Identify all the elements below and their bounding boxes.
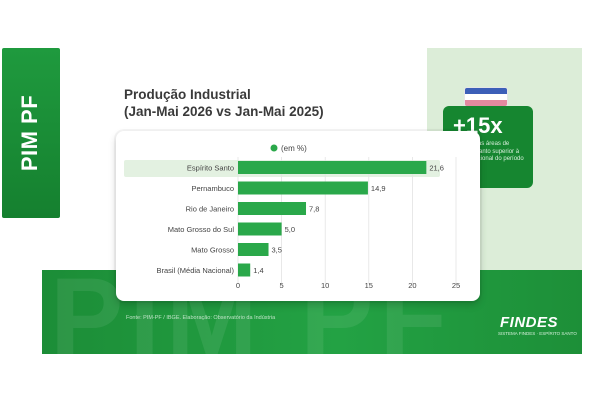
category-label-1: Pernambuco (191, 184, 234, 193)
bar-3 (238, 222, 282, 236)
stat-description: Avanço nas áreas de Espírito Santo super… (453, 141, 524, 162)
tick-label-1: 5 (280, 281, 284, 290)
logo-tagline: SISTEMA FINDES · ESPÍRITO SANTO (498, 331, 577, 336)
category-label-5: Brasil (Média Nacional) (156, 266, 234, 275)
value-label-4: 3,5 (272, 246, 282, 255)
chart-title-line2: (Jan-Mai 2026 vs Jan-Mai 2025) (124, 104, 324, 119)
findes-logo: FINDES (500, 314, 559, 331)
category-label-0: Espírito Santo (187, 164, 234, 173)
bar-2 (238, 202, 307, 215)
bar-0 (238, 161, 427, 174)
side-title: PIM PF (0, 48, 60, 218)
chart-card: (em %) Espírito Santo 21,6 Pernambuco 14,9 Ri… (116, 131, 480, 301)
value-label-5: 1,4 (253, 266, 263, 275)
source-note: Fonte: PIM-PF / IBGE. Elaboração: Observ… (126, 315, 276, 321)
value-label-2: 7,8 (309, 205, 319, 214)
tick-label-0: 0 (236, 281, 240, 290)
bar-4 (238, 243, 269, 256)
tick-label-2: 10 (321, 281, 329, 290)
legend-dot (270, 144, 278, 152)
chart-title-line1: Produção Industrial (124, 87, 251, 102)
tick-label-4: 20 (408, 281, 416, 290)
chart-title: Produção Industrial (Jan-Mai 2026 vs Jan… (124, 86, 324, 120)
bar-chart: (em %) Espírito Santo 21,6 Pernambuco 14,9 Ri… (124, 144, 460, 290)
value-label-1: 14,9 (371, 184, 386, 193)
tick-label-5: 25 (452, 281, 460, 290)
category-label-3: Mato Grosso do Sul (168, 225, 235, 234)
state-flag-icon (464, 87, 508, 107)
side-title-text: PIM PF (17, 94, 42, 172)
tick-label-3: 15 (365, 281, 373, 290)
value-label-0: 21,6 (429, 164, 444, 173)
value-label-3: 5,0 (285, 225, 295, 234)
side-panel (2, 48, 60, 218)
bar-1 (238, 181, 368, 195)
category-label-2: Rio de Janeiro (186, 205, 234, 214)
bar-5 (238, 263, 251, 277)
legend-label: (em %) (281, 144, 307, 153)
category-label-4: Mato Grosso (191, 246, 234, 255)
